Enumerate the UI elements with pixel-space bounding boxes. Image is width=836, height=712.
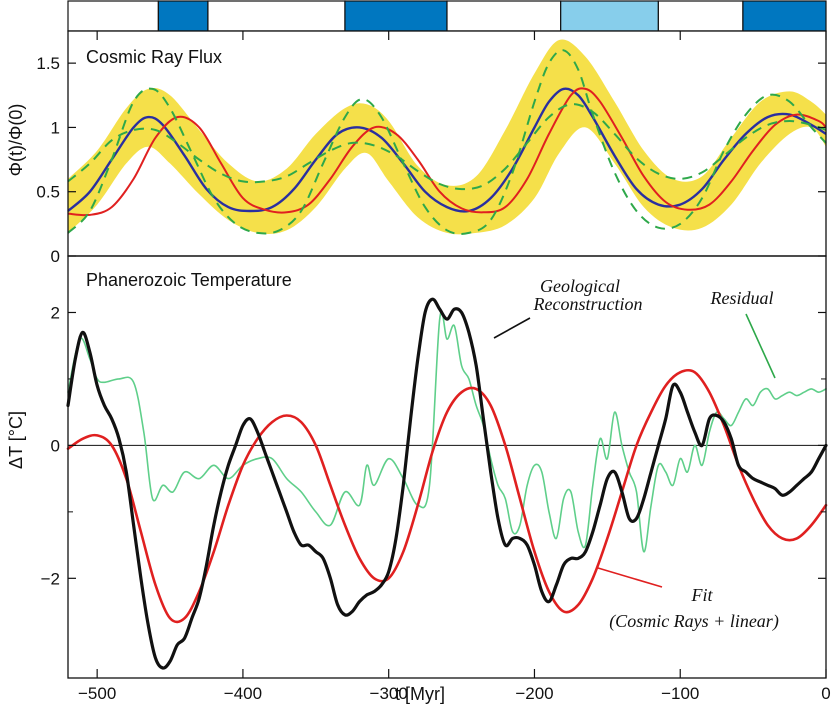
glaciation-segment-7 xyxy=(742,0,827,32)
glaciation-segment-1 xyxy=(157,0,209,32)
flux-series-3 xyxy=(67,103,827,191)
glaciation-segment-2 xyxy=(207,0,346,32)
glaciation-segment-3 xyxy=(344,0,448,32)
x-tick-label-1: −400 xyxy=(224,684,262,703)
y-tick-label-top-3: 1.5 xyxy=(36,54,60,73)
y-tick-label-top-1: 0.5 xyxy=(36,183,60,202)
x-tick-label-4: −100 xyxy=(661,684,699,703)
annotation-pointer-geological xyxy=(493,317,531,339)
flux-series-2 xyxy=(67,49,827,235)
flux-series-1 xyxy=(67,87,827,217)
uncertainty-band xyxy=(68,39,826,235)
glaciation-segment-5 xyxy=(560,0,659,32)
annotation-fit-detail: (Cosmic Rays + linear) xyxy=(609,611,779,632)
y-axis-title-top: Φ(t)/Φ(0) xyxy=(6,104,26,177)
x-tick-label-3: −200 xyxy=(515,684,553,703)
x-tick-label-0: −500 xyxy=(78,684,116,703)
temperature-series-0 xyxy=(67,310,827,553)
y-tick-label-bottom-2: 2 xyxy=(51,303,60,322)
glaciation-bar xyxy=(67,0,827,32)
plot-frame-bottom xyxy=(67,255,827,679)
y-tick-label-top-0: 0 xyxy=(51,247,60,266)
y-axis-title-bottom: ΔT [°C] xyxy=(6,411,26,469)
temperature-series-2 xyxy=(66,297,828,670)
y-tick-label-bottom-1: 0 xyxy=(51,436,60,455)
annotation-pointer-residual xyxy=(745,313,776,379)
glaciation-segment-4 xyxy=(446,0,562,32)
annotation-geological: Geological xyxy=(540,276,620,296)
panel-title-cosmic-ray-flux: Cosmic Ray Flux xyxy=(86,47,222,67)
y-tick-label-bottom-0: −2 xyxy=(41,569,60,588)
temperature-panel: −2 0 2 −500 −400 −300 −200 −100 0 xyxy=(41,31,831,703)
y-tick-label-top-2: 1 xyxy=(51,118,60,137)
glaciation-segment-6 xyxy=(657,0,744,32)
panel-title-phanerozoic-temperature: Phanerozoic Temperature xyxy=(86,270,292,290)
annotation-pointer-fit xyxy=(597,567,663,588)
glaciation-segment-0 xyxy=(67,0,159,32)
temperature-series-1 xyxy=(66,368,828,624)
flux-series-0 xyxy=(67,87,827,213)
annotation-residual: Residual xyxy=(710,288,774,308)
annotation-fit: Fit xyxy=(691,585,714,605)
cosmic-ray-panel: 0 0.5 1 1.5 xyxy=(36,30,827,266)
annotation-reconstruction: Reconstruction xyxy=(533,294,643,314)
x-tick-label-2: −300 xyxy=(370,684,408,703)
x-axis-title: t [Myr] xyxy=(395,684,445,704)
x-tick-label-5: 0 xyxy=(821,684,830,703)
